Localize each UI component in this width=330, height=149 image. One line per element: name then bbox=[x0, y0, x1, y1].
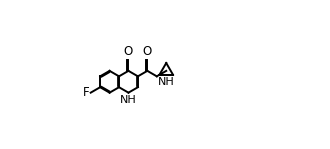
Text: NH: NH bbox=[120, 95, 137, 105]
Text: F: F bbox=[82, 86, 89, 99]
Text: NH: NH bbox=[158, 77, 175, 87]
Text: O: O bbox=[124, 45, 133, 58]
Text: O: O bbox=[143, 45, 152, 58]
